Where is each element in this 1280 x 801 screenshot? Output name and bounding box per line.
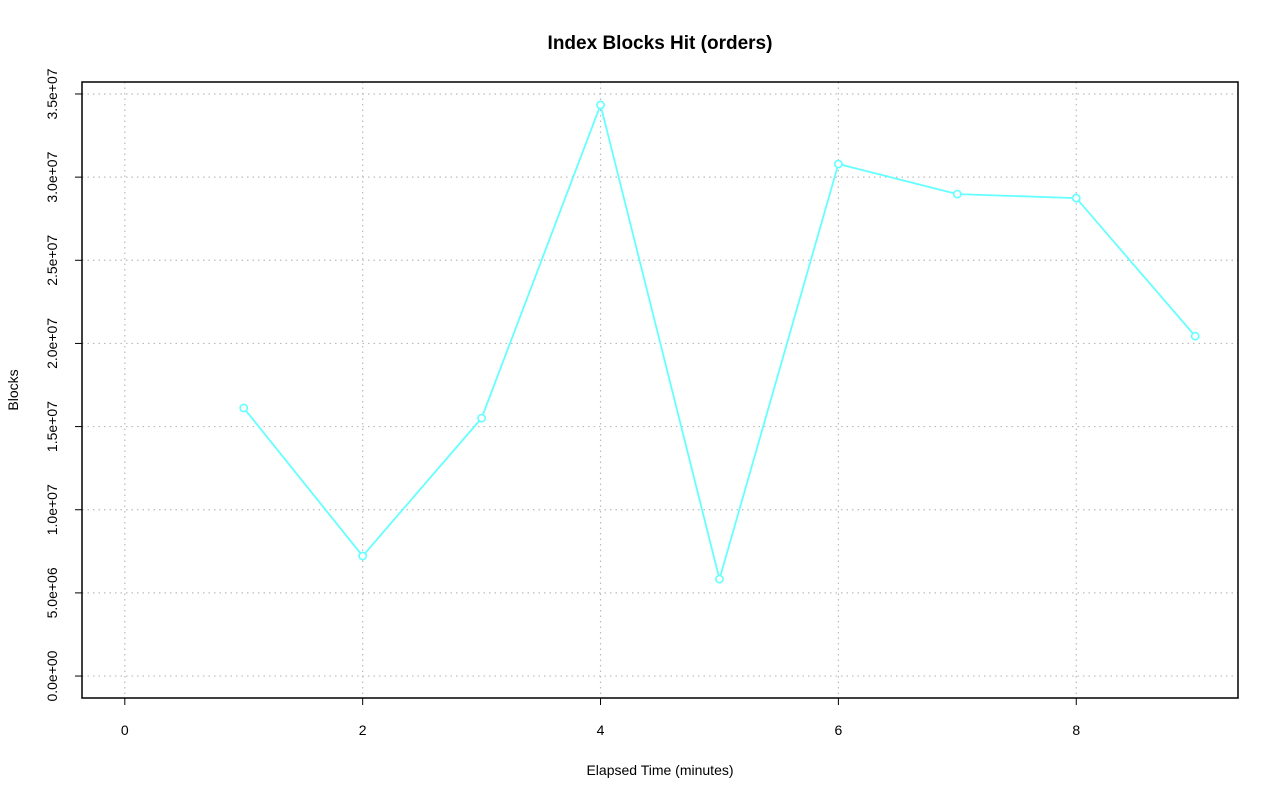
y-tick-label: 3.5e+07	[44, 68, 60, 119]
y-axis-label: Blocks	[5, 369, 21, 410]
x-tick-label: 6	[834, 722, 842, 738]
x-tick-label: 2	[359, 722, 367, 738]
data-point	[833, 159, 843, 169]
data-point	[239, 403, 249, 413]
y-tick-label: 3.0e+07	[44, 151, 60, 202]
data-point	[715, 574, 724, 584]
grid	[82, 82, 1238, 698]
y-tick-label: 2.5e+07	[44, 235, 60, 286]
plot	[239, 100, 1200, 584]
plot-frame	[81, 81, 1239, 699]
y-tick-label: 1.0e+07	[44, 484, 60, 535]
x-axis-label: Elapsed Time (minutes)	[586, 762, 733, 778]
data-point	[1190, 331, 1200, 341]
chart-title: Index Blocks Hit (orders)	[548, 33, 773, 54]
series-line	[243, 101, 1196, 583]
data-point	[477, 413, 487, 423]
data-point	[1071, 193, 1081, 203]
data-point	[952, 189, 962, 199]
y-tick-label: 0.0e+00	[44, 650, 60, 701]
data-point	[596, 100, 605, 110]
y-tick-label: 5.0e+06	[44, 567, 60, 618]
y-tick-label: 1.5e+07	[44, 401, 60, 452]
x-tick-label: 0	[121, 722, 129, 738]
x-tick-label: 8	[1072, 722, 1080, 738]
data-point	[358, 551, 368, 561]
y-tick-label: 2.0e+07	[44, 318, 60, 369]
x-tick-label: 4	[597, 722, 605, 738]
